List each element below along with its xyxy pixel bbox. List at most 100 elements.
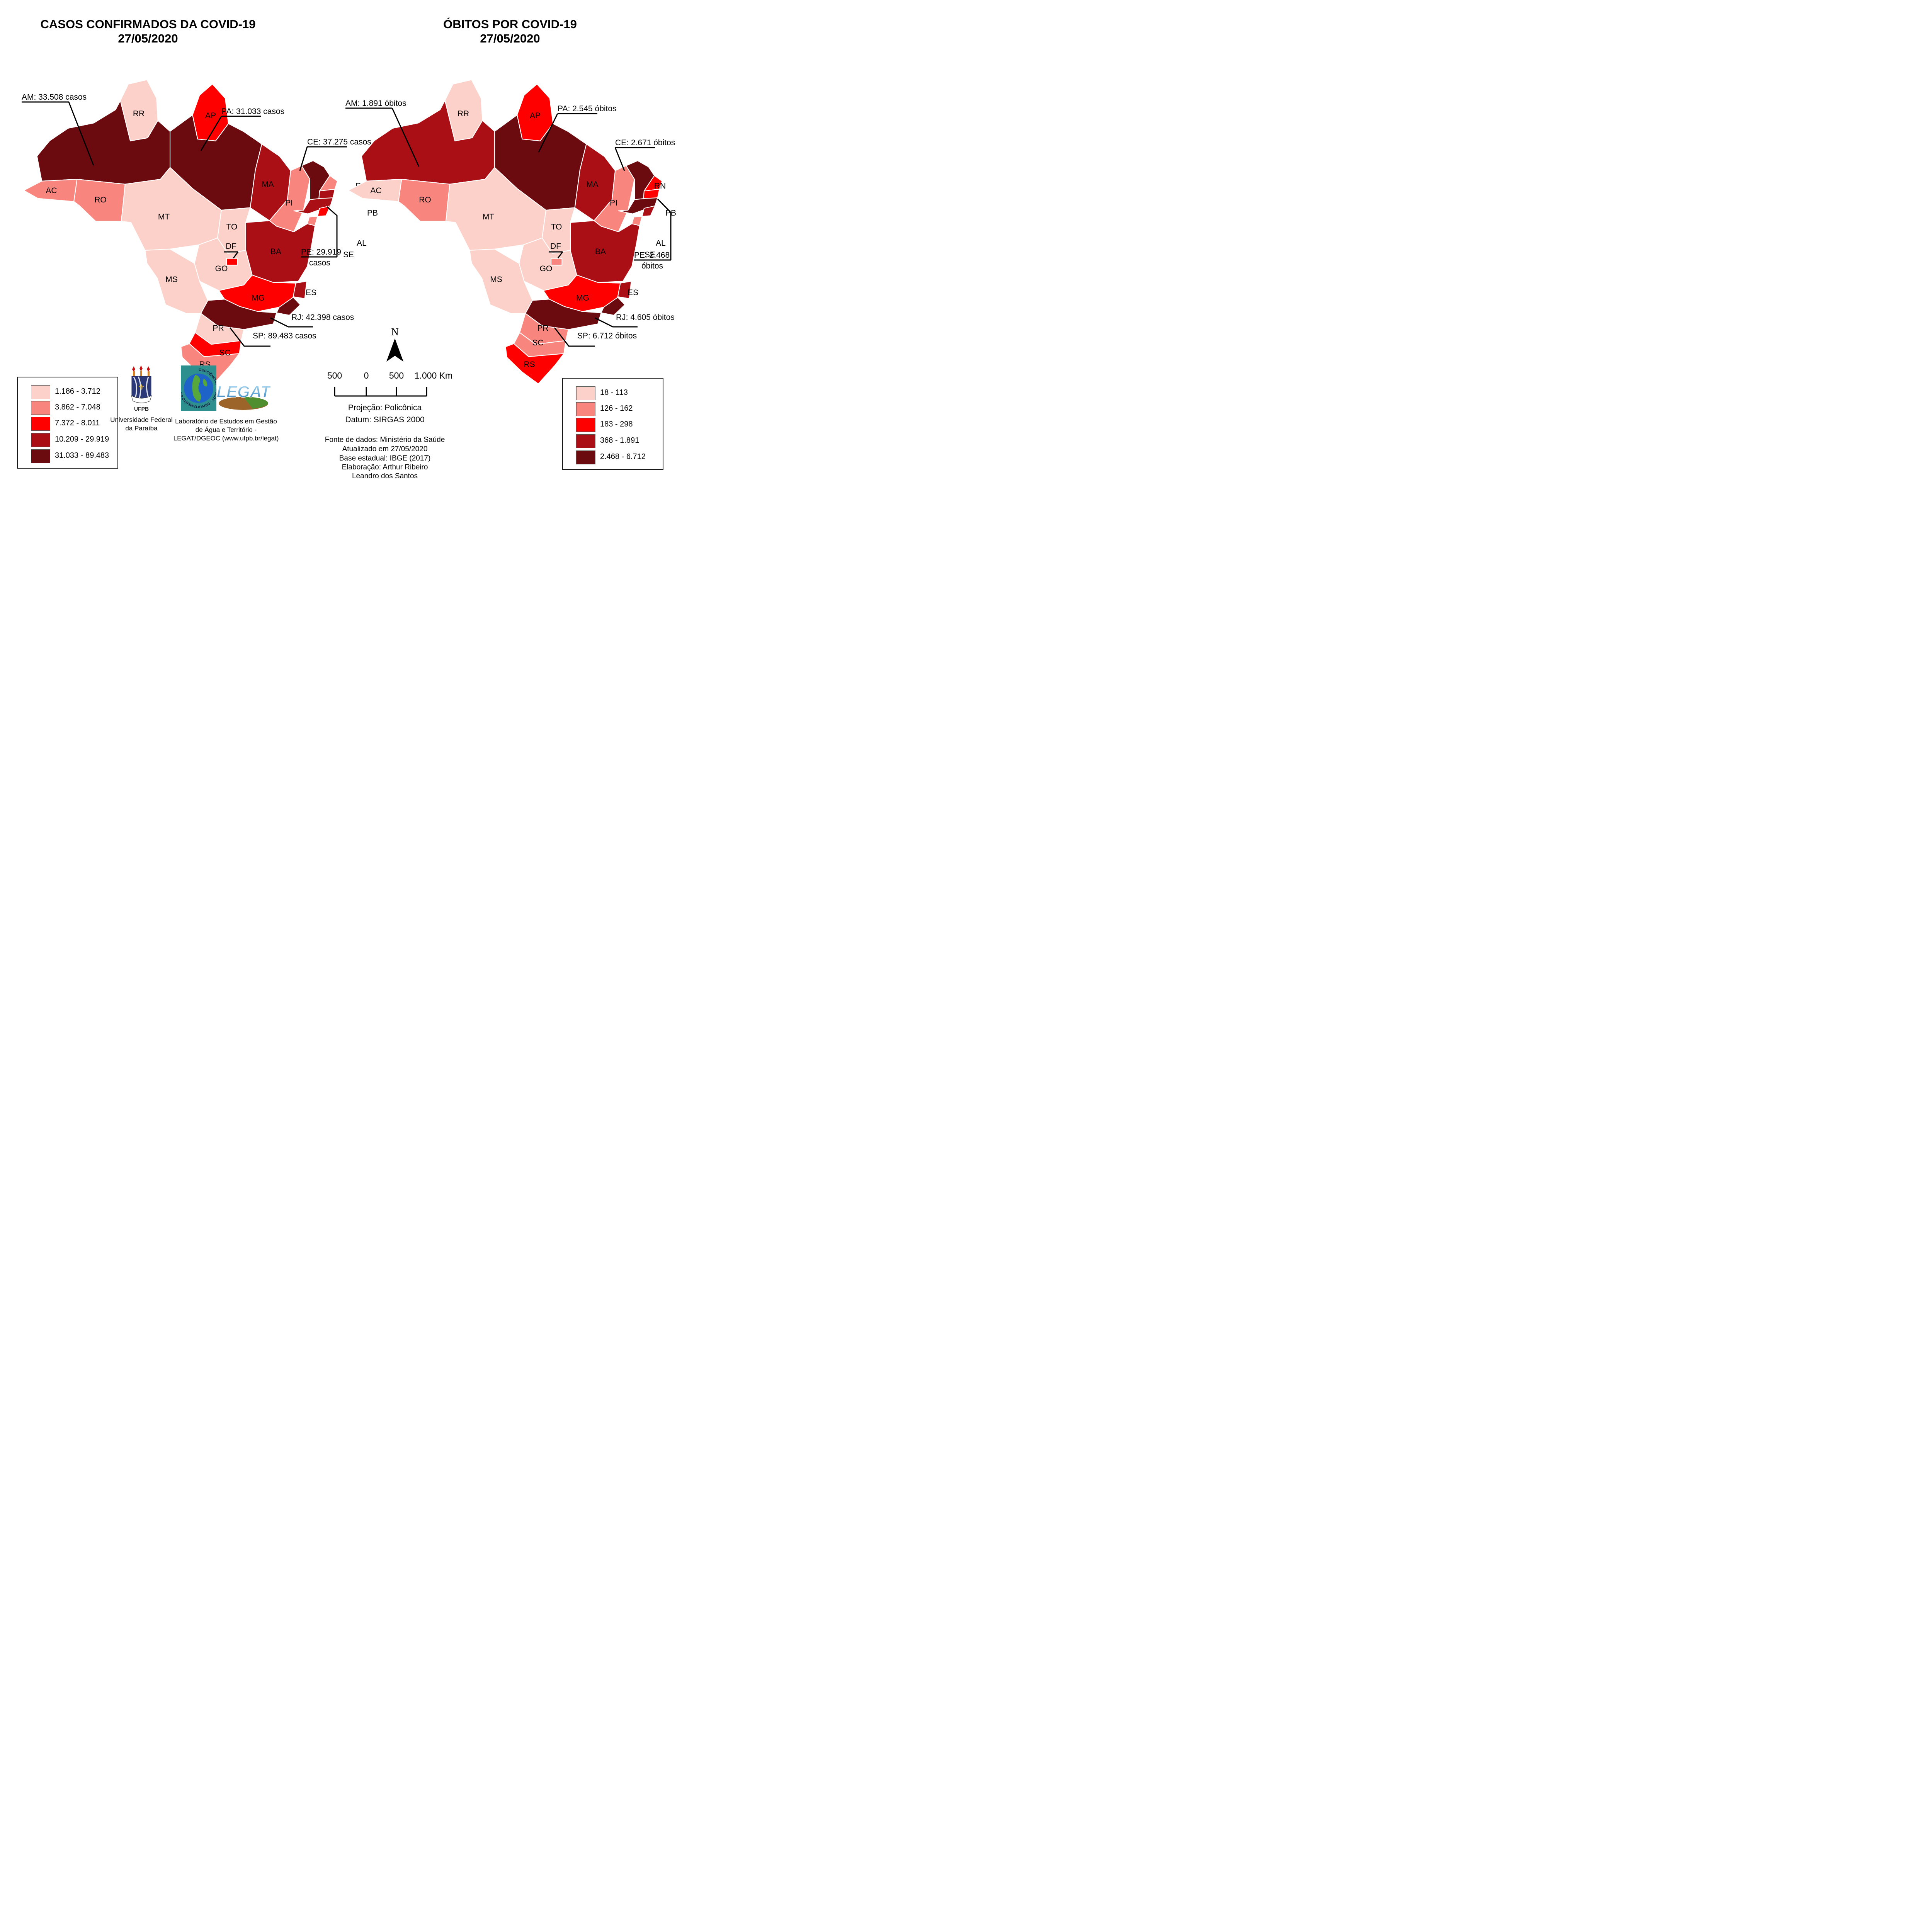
- deaths-title-line2: 27/05/2020: [480, 32, 540, 45]
- state-label-RN-deaths: RN: [654, 182, 666, 190]
- state-label-MS-cases: MS: [165, 275, 178, 284]
- state-label-GO-deaths: GO: [539, 264, 553, 273]
- annotation-DF-label-deaths: DF: [550, 242, 561, 251]
- north-arrow-label: N: [391, 326, 399, 338]
- ufpb-caption-line1: Universidade Federal: [110, 416, 173, 423]
- scale-bar: 500 0 500 1.000 Km: [327, 370, 452, 397]
- state-shape-ES-cases: [293, 281, 307, 299]
- state-label-AC-cases: AC: [46, 186, 57, 195]
- cases-legend-box: 1.186 - 3.712 3.862 - 7.048 7.372 - 8.011 1…: [17, 377, 118, 469]
- legend-label-class1-deaths: 18 - 113: [600, 388, 628, 397]
- state-label-TO-cases: TO: [226, 223, 238, 231]
- state-shape-PE-cases: [293, 197, 333, 214]
- state-label-BA-deaths: BA: [595, 247, 606, 256]
- annotation-PE-line2-deaths: óbitos: [641, 262, 663, 270]
- state-label-ES-cases: ES: [305, 288, 317, 297]
- legend-swatch-class1-deaths: [576, 386, 595, 400]
- scale-bar-label-0: 500: [327, 370, 342, 381]
- annotation-PE-line1-deaths: PE: 2.468: [634, 251, 670, 260]
- dgeoc-logo-icon: GEOCIÊNCIAS - DGEOC - DEPARTAMENTO DE: [181, 365, 216, 411]
- state-label-GO-cases: GO: [215, 264, 228, 273]
- cases-title-line1: CASOS CONFIRMADOS DA COVID-19: [40, 17, 256, 31]
- state-label-SC-cases: SC: [219, 348, 231, 357]
- annotation-PA-cases: PA: 31.033 casos: [221, 107, 285, 116]
- legend-label-class4-cases: 10.209 - 29.919: [55, 435, 109, 444]
- legend-swatch-class4-deaths: [576, 434, 595, 448]
- state-label-MG-deaths: MG: [576, 294, 589, 303]
- state-label-AP-deaths: AP: [529, 111, 541, 120]
- legend-swatch-class5-deaths: [576, 450, 595, 464]
- state-label-MA-cases: MA: [262, 180, 274, 189]
- state-label-PB-cases: PB: [367, 209, 378, 218]
- legat-wordmark: LEGAT: [216, 382, 270, 401]
- author2-text: Leandro dos Santos: [352, 472, 418, 479]
- ufpb-caption-line2: da Paraíba: [125, 425, 158, 432]
- deaths-legend-box: 18 - 113 126 - 162 183 - 298 368 - 1.891 2.4…: [562, 378, 663, 470]
- state-label-PI-cases: PI: [285, 199, 293, 207]
- elaboration-text: Elaboração: Arthur Ribeiro: [342, 463, 428, 471]
- legend-label-class3-deaths: 183 - 298: [600, 420, 633, 428]
- data-source-text: Fonte de dados: Ministério da Saúde: [325, 436, 445, 444]
- annotation-DF-label-cases: DF: [226, 242, 236, 251]
- state-shape-AL-deaths: [641, 205, 656, 217]
- legend-swatch-class5-cases: [31, 449, 50, 463]
- state-shape-RJ-deaths: [600, 297, 626, 316]
- legend-label-class4-deaths: 368 - 1.891: [600, 436, 639, 445]
- annotation-CE-cases: CE: 37.275 casos: [307, 138, 371, 146]
- state-label-MG-cases: MG: [252, 294, 265, 303]
- state-label-AP-cases: AP: [205, 111, 216, 120]
- legend-swatch-class3-deaths: [576, 418, 595, 432]
- state-label-AL-deaths: AL: [656, 239, 666, 248]
- state-shape-ES-deaths: [617, 281, 632, 299]
- state-label-PR-deaths: PR: [537, 324, 549, 333]
- ufpb-logo-icon: ⚜ UFPB: [131, 365, 152, 412]
- annotation-PA-deaths: PA: 2.545 óbitos: [558, 104, 617, 113]
- state-label-MT-deaths: MT: [482, 212, 495, 221]
- legend-label-class2-deaths: 126 - 162: [600, 404, 633, 413]
- state-label-SE-deaths: SE: [644, 250, 656, 259]
- state-label-RO-cases: RO: [94, 195, 107, 204]
- annotation-SP-deaths: SP: 6.712 óbitos: [577, 331, 637, 340]
- cases-map-canvas: [23, 79, 338, 384]
- cases-map-panel: RRAPMAPITOACROMTGOBAMGMSPRRSRNPBALSEESSC…: [19, 77, 378, 386]
- cases-map-title: CASOS CONFIRMADOS DA COVID-19 27/05/2020: [1, 17, 295, 46]
- state-label-PB-deaths: PB: [665, 209, 677, 218]
- ufpb-torches: [132, 365, 150, 376]
- annotation-RJ-deaths: RJ: 4.605 óbitos: [616, 313, 675, 322]
- state-shape-DF-deaths: [551, 258, 563, 266]
- legend-label-class5-cases: 31.033 - 89.483: [55, 451, 109, 460]
- state-shape-RJ-cases: [276, 297, 301, 316]
- state-label-MA-deaths: MA: [586, 180, 599, 189]
- legat-caption-line2: de Água e Território -: [195, 426, 257, 433]
- deaths-map-title: ÓBITOS POR COVID-19 27/05/2020: [363, 17, 657, 46]
- legend-swatch-class1-cases: [31, 385, 50, 399]
- ufpb-caption: Universidade Federal da Paraíba: [107, 416, 176, 433]
- scale-bar-label-1: 0: [364, 370, 369, 381]
- annotation-PE-line1-cases: PE: 29.919: [301, 248, 341, 257]
- state-label-PR-cases: PR: [213, 324, 224, 333]
- state-label-PI-deaths: PI: [610, 199, 617, 207]
- ufpb-banner: [131, 395, 152, 403]
- state-label-RO-deaths: RO: [419, 195, 431, 204]
- deaths-map-panel: RR AP MA PI TO AC RO MT GO BA MG MS PR RS RN PB AL SE ES SC…: [344, 77, 676, 386]
- legend-label-class2-cases: 3.862 - 7.048: [55, 403, 100, 411]
- ufpb-fleur-icon: ⚜: [138, 383, 145, 392]
- annotation-RJ-cases: RJ: 42.398 casos: [291, 313, 354, 322]
- updated-text: Atualizado em 27/05/2020: [342, 445, 428, 453]
- legat-caption-line3: LEGAT/DGEOC (www.ufpb.br/legat): [173, 435, 279, 442]
- annotation-SP-cases: SP: 89.483 casos: [253, 331, 316, 340]
- legend-label-class5-deaths: 2.468 - 6.712: [600, 452, 646, 461]
- state-label-RS-deaths: RS: [524, 360, 535, 369]
- legat-caption-line1: Laboratório de Estudos em Gestão: [175, 418, 277, 425]
- state-label-RR-cases: RR: [133, 109, 145, 118]
- state-label-AC-deaths: AC: [370, 186, 382, 195]
- state-label-BA-cases: BA: [270, 247, 282, 256]
- north-arrow-icon: [386, 338, 403, 362]
- datum-text: Datum: SIRGAS 2000: [345, 415, 425, 424]
- state-shape-DF-cases: [226, 258, 238, 266]
- base-map-text: Base estadual: IBGE (2017): [339, 454, 431, 462]
- state-label-AL-cases: AL: [357, 239, 367, 248]
- annotation-AM-deaths: AM: 1.891 óbitos: [345, 99, 406, 108]
- annotation-CE-deaths: CE: 2.671 óbitos: [615, 138, 675, 147]
- scale-bar-label-2: 500: [389, 370, 404, 381]
